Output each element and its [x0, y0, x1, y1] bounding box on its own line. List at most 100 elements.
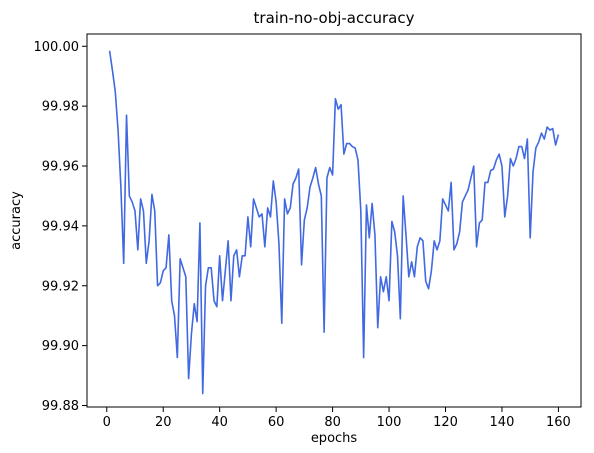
y-tick-label: 99.98 — [42, 100, 79, 115]
data-point — [481, 219, 483, 221]
data-point — [354, 147, 356, 149]
data-point — [546, 126, 548, 128]
data-point — [501, 165, 503, 167]
data-point — [391, 220, 393, 222]
data-point — [408, 276, 410, 278]
data-point — [357, 159, 359, 161]
data-point — [154, 210, 156, 212]
data-point — [554, 144, 556, 146]
data-point — [179, 258, 181, 260]
data-point — [286, 213, 288, 215]
data-point — [532, 171, 534, 173]
data-point — [489, 169, 491, 171]
data-point — [250, 246, 252, 248]
data-point — [266, 207, 268, 209]
data-point — [131, 201, 133, 203]
data-point — [444, 204, 446, 206]
data-point — [374, 234, 376, 236]
data-point — [151, 193, 153, 195]
data-point — [283, 198, 285, 200]
data-point — [207, 267, 209, 269]
data-point — [416, 246, 418, 248]
x-tick-label: 160 — [546, 415, 571, 430]
x-axis: 0 20 40 60 80 100 120 140 160 — [103, 407, 571, 430]
series-line-accuracy — [108, 50, 560, 395]
data-point — [224, 270, 226, 272]
data-point — [306, 207, 308, 209]
data-point — [117, 129, 119, 131]
data-point — [275, 201, 277, 203]
data-point — [241, 255, 243, 257]
data-point — [244, 255, 246, 257]
data-point — [458, 231, 460, 233]
data-point — [213, 300, 215, 302]
data-point — [303, 219, 305, 221]
data-point — [515, 157, 517, 159]
data-point — [261, 213, 263, 215]
data-point — [430, 270, 432, 272]
data-point — [334, 97, 336, 99]
data-point — [269, 216, 271, 218]
data-point — [498, 153, 500, 155]
data-point — [422, 240, 424, 242]
data-point — [165, 267, 167, 269]
data-point — [312, 177, 314, 179]
data-point — [453, 249, 455, 251]
data-point — [168, 234, 170, 236]
data-point — [162, 270, 164, 272]
data-point — [537, 141, 539, 143]
chart-title: train-no-obj-accuracy — [254, 9, 415, 27]
data-point — [393, 231, 395, 233]
data-point — [309, 186, 311, 188]
data-point — [128, 195, 130, 197]
data-point — [549, 129, 551, 131]
data-point — [134, 210, 136, 212]
data-point — [295, 177, 297, 179]
data-point — [233, 255, 235, 257]
data-point — [473, 165, 475, 167]
data-point — [441, 198, 443, 200]
plot-frame — [86, 33, 582, 408]
y-tick-label: 100.00 — [34, 40, 80, 55]
data-point — [360, 210, 362, 212]
data-point — [145, 262, 147, 264]
y-axis: 99.88 99.90 99.92 99.94 99.96 99.98 100.00 — [34, 40, 87, 414]
data-point — [340, 103, 342, 105]
data-point — [125, 114, 127, 116]
x-tick-label: 100 — [377, 415, 402, 430]
data-point — [512, 165, 514, 167]
data-point — [346, 142, 348, 144]
data-point — [529, 237, 531, 239]
data-point — [292, 183, 294, 185]
data-point — [331, 174, 333, 176]
y-tick-label: 99.92 — [42, 279, 79, 294]
data-point — [187, 377, 189, 379]
data-point — [348, 142, 350, 144]
data-point — [371, 202, 373, 204]
data-point — [470, 177, 472, 179]
data-point — [425, 280, 427, 282]
data-point — [264, 246, 266, 248]
data-point — [467, 189, 469, 191]
data-point — [323, 331, 325, 333]
data-point — [123, 262, 125, 264]
y-tick-label: 99.96 — [42, 160, 79, 175]
data-point — [170, 300, 172, 302]
x-tick-label: 140 — [490, 415, 515, 430]
data-point — [289, 207, 291, 209]
data-point — [185, 276, 187, 278]
data-point — [461, 201, 463, 203]
data-point — [509, 157, 511, 159]
data-point — [230, 300, 232, 302]
data-point — [258, 216, 260, 218]
data-point — [439, 240, 441, 242]
data-point — [329, 166, 331, 168]
data-point — [156, 285, 158, 287]
data-point — [402, 195, 404, 197]
data-point — [464, 195, 466, 197]
data-point — [379, 276, 381, 278]
data-point — [368, 237, 370, 239]
data-point — [487, 181, 489, 183]
data-point — [255, 207, 257, 209]
